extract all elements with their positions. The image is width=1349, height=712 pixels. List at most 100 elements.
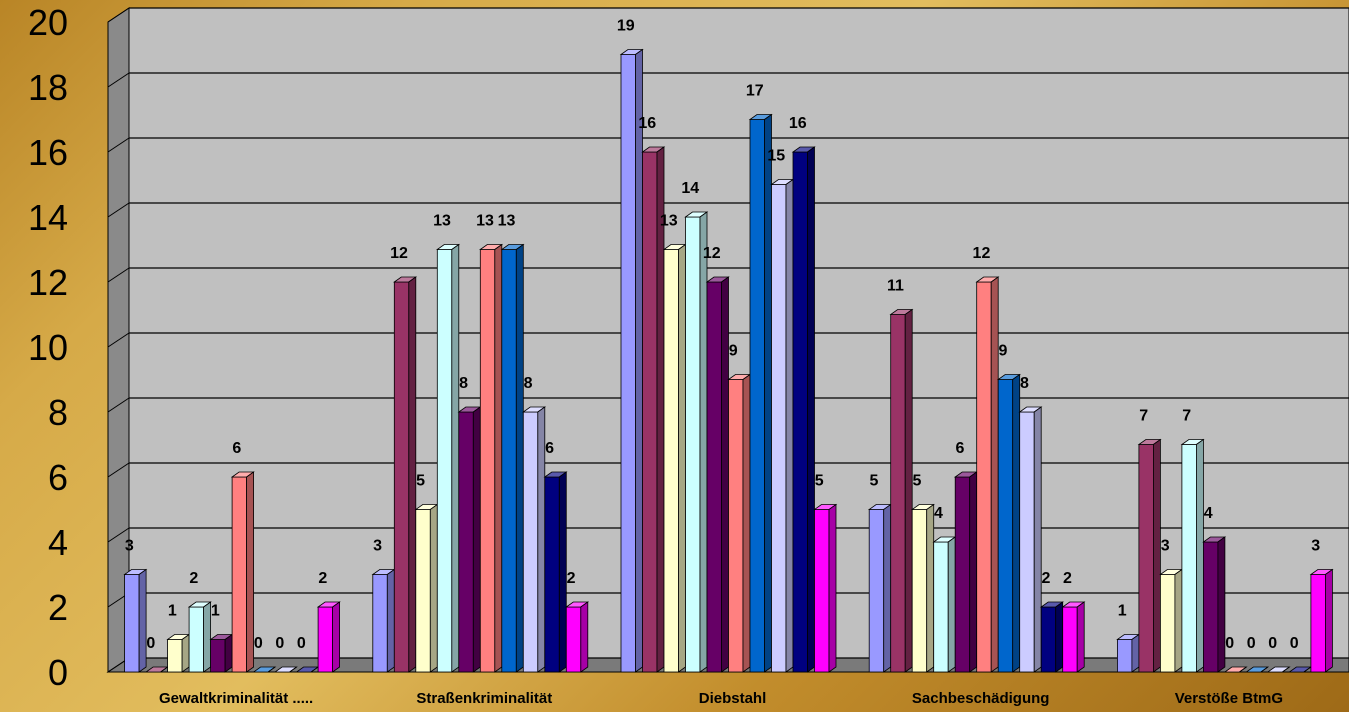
data-label: 7 — [1139, 408, 1148, 425]
data-label: 11 — [887, 278, 904, 295]
bar — [123, 568, 148, 673]
bar-front — [231, 476, 248, 673]
bar-side — [429, 503, 438, 673]
bar-front — [1160, 574, 1176, 673]
data-label: 4 — [1204, 505, 1213, 522]
y-axis-ticks: 0 2 4 6 8 10 12 14 16 18 20 — [28, 2, 68, 693]
data-label: 2 — [189, 570, 198, 587]
data-label: 0 — [1247, 635, 1256, 652]
bar-side — [1076, 601, 1085, 673]
bar — [932, 536, 957, 673]
bar — [166, 633, 191, 673]
bar-side — [267, 666, 276, 673]
y-tick-label: 4 — [48, 522, 68, 563]
bar-side — [807, 146, 815, 673]
bar — [457, 406, 482, 673]
y-tick-label: 18 — [28, 67, 68, 108]
bar-side — [1174, 568, 1183, 673]
bar — [1202, 536, 1227, 673]
bar-front — [1117, 639, 1133, 673]
bar — [727, 373, 752, 673]
data-label: 5 — [416, 473, 425, 490]
bar — [500, 243, 525, 673]
gridline-side — [107, 332, 130, 348]
bar-side — [883, 503, 892, 673]
bar — [619, 48, 644, 673]
bar — [910, 503, 935, 673]
data-label: 8 — [459, 375, 468, 392]
bar-side — [537, 406, 546, 673]
bar-side — [904, 308, 913, 673]
bar — [813, 503, 838, 673]
bar — [1309, 568, 1334, 673]
bar — [187, 601, 212, 673]
data-label: 0 — [297, 635, 306, 652]
bar-side — [742, 373, 751, 673]
bar — [791, 146, 816, 673]
gridline-side — [107, 7, 130, 23]
bars — [123, 48, 1334, 673]
bar — [1180, 438, 1205, 673]
bar-side — [246, 471, 255, 673]
bar-side — [1217, 536, 1226, 673]
data-label: 6 — [545, 440, 554, 457]
bar-front — [501, 249, 517, 673]
category-label: Gewaltkriminalität ..... — [159, 690, 313, 707]
bar-front — [642, 151, 658, 673]
data-label: 1 — [168, 603, 177, 620]
bar-front — [771, 184, 787, 673]
bar-front — [1203, 541, 1219, 673]
bar — [1018, 406, 1043, 673]
bar-side — [678, 243, 686, 673]
category-label: Straßenkriminalität — [416, 690, 552, 707]
bar-front — [663, 249, 679, 673]
bar-front — [544, 476, 560, 673]
bar-front — [706, 281, 722, 673]
data-label: 13 — [476, 213, 494, 230]
bar-side — [224, 633, 233, 673]
bar-front — [976, 281, 992, 673]
bar — [479, 243, 504, 673]
bar-front — [1138, 444, 1154, 673]
y-tick-label: 6 — [48, 457, 68, 498]
bar-side — [926, 503, 935, 673]
gridline-side — [107, 137, 130, 153]
bar-front — [911, 509, 928, 673]
bar — [705, 276, 730, 673]
data-label: 3 — [1311, 538, 1320, 555]
bar — [770, 178, 795, 673]
data-label: 13 — [498, 213, 516, 230]
data-label: 19 — [617, 18, 635, 35]
bar-side — [472, 406, 481, 673]
bar-front — [393, 281, 410, 673]
data-label: 12 — [703, 245, 721, 262]
category-label: Sachbeschädigung — [912, 690, 1050, 707]
bar-side — [408, 276, 417, 673]
bar-side — [558, 471, 567, 673]
bar — [867, 503, 892, 673]
bar-side — [699, 211, 708, 673]
data-label: 17 — [746, 83, 764, 100]
bar-front — [1181, 444, 1197, 673]
bar — [1137, 438, 1162, 673]
bar-front — [685, 216, 701, 673]
bar — [273, 666, 298, 673]
x-axis-categories: Gewaltkriminalität ..... Straßenkriminali… — [159, 690, 1283, 707]
bar — [1223, 666, 1248, 673]
bar — [662, 243, 687, 673]
bar-side — [203, 601, 212, 673]
y-tick-label: 12 — [28, 262, 68, 303]
bar-side — [635, 48, 643, 673]
bar-front — [620, 54, 636, 673]
data-label: 7 — [1182, 408, 1191, 425]
data-label: 3 — [373, 538, 382, 555]
bar — [1159, 568, 1184, 673]
bar-side — [1153, 438, 1161, 673]
bar-side — [515, 243, 524, 673]
data-label: 4 — [934, 505, 943, 522]
bar-front — [167, 639, 183, 673]
bar-side — [1033, 406, 1042, 673]
bar — [641, 146, 666, 673]
data-label: 3 — [125, 538, 134, 555]
bar-side — [451, 243, 460, 673]
